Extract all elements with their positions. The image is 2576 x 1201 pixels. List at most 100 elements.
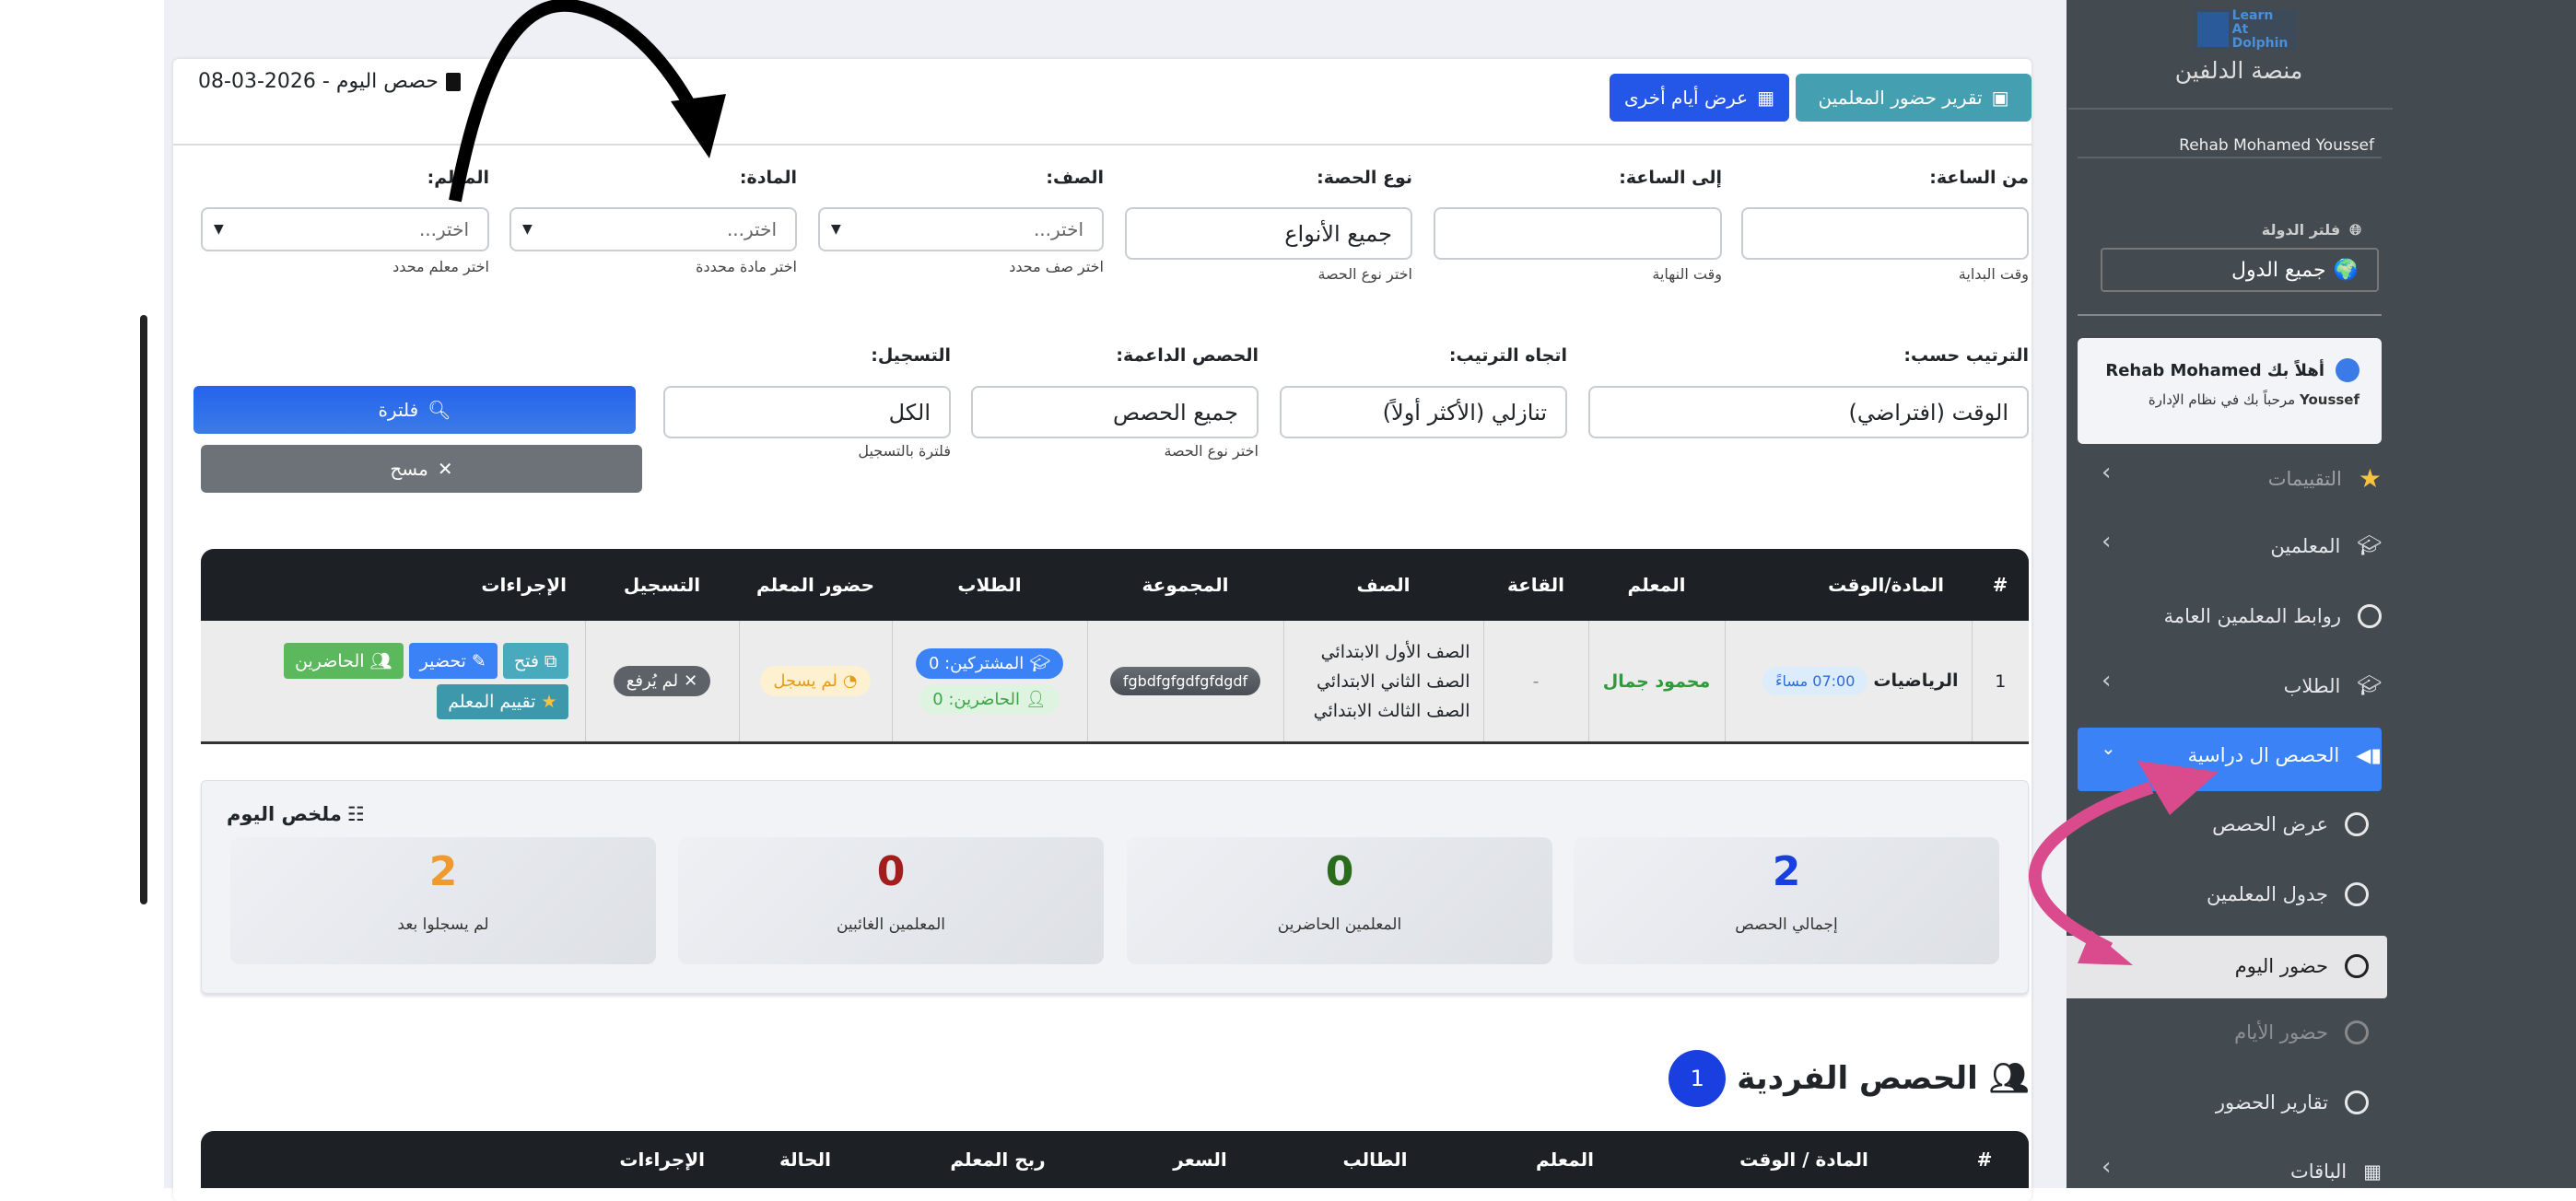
video-icon: ▮◀ — [2356, 744, 2382, 766]
col-student: الطالب — [1342, 1149, 1408, 1171]
to-time-input[interactable] — [1434, 207, 1722, 260]
sidebar-item-view-sessions[interactable]: عرض الحصص — [2212, 812, 2369, 836]
col-group: المجموعة — [1142, 574, 1229, 596]
external-link-icon: ⧉ — [544, 650, 557, 671]
present-badge: 👤︎ الحاضرين: 0 — [919, 683, 1060, 715]
stat-not-registered: 2 لم يسجلوا بعد — [230, 837, 656, 964]
sidebar-item-sessions[interactable] — [2078, 728, 2382, 791]
sidebar-item-packages[interactable]: ▦ الباقات — [2289, 1160, 2382, 1183]
col-teacher: المعلم — [1536, 1149, 1594, 1171]
stat-label: المعلمين الغائبين — [836, 915, 946, 934]
other-days-button[interactable]: ▦ عرض أيام أخرى — [1610, 74, 1789, 122]
filter-button[interactable]: 🔍︎ فلترة — [193, 386, 636, 434]
recording-label: التسجيل: — [871, 345, 951, 366]
stat-label: المعلمين الحاضرين — [1277, 915, 1402, 934]
scrollbar[interactable] — [140, 315, 147, 904]
col-room: القاعة — [1506, 574, 1565, 596]
country-select[interactable]: 🌍 جميع الدول — [2101, 248, 2379, 292]
individual-sessions-title: 👥︎ الحصص الفردية 1 — [1669, 1050, 2029, 1107]
pink-arrow-line — [2028, 781, 2154, 955]
dropdown-arrow-icon: ▼ — [831, 222, 841, 237]
row-room: - — [1482, 621, 1588, 741]
student-icon: 🎓︎ — [2357, 674, 2382, 696]
pink-arrowhead-icon — [2078, 930, 2133, 965]
to-time-help: وقت النهاية — [1652, 265, 1722, 283]
subscribed-badge: 🎓︎ المشتركين: 0 — [915, 647, 1064, 679]
teacher-report-button[interactable]: ▣ تقرير حضور المعلمين — [1796, 74, 2032, 122]
col-actions: الإجراءات — [481, 574, 567, 596]
teacher-placeholder: اختر... — [418, 218, 469, 240]
sort-dir-label: اتجاه الترتيب: — [1448, 345, 1567, 366]
sidebar-item-ratings[interactable]: ★ التقييمات — [2267, 463, 2382, 494]
teacher-attendance-badge: ◔ لم يسجل — [760, 666, 871, 696]
sidebar-item-today-attendance[interactable] — [2067, 936, 2387, 998]
calendar-icon: ▦ — [1757, 87, 1774, 109]
chevron-left-icon: ‹ — [2102, 1153, 2112, 1181]
sidebar-item-today-attendance-label[interactable]: حضور اليوم — [2235, 954, 2369, 978]
chevron-left-icon: ‹ — [2102, 528, 2112, 555]
circle-icon — [2345, 954, 2369, 978]
open-button[interactable]: ⧉ فتح — [502, 643, 568, 679]
sidebar-item-teacher-schedule[interactable]: جدول المعلمين — [2207, 882, 2369, 906]
teacher-select[interactable]: اختر... ▼ — [201, 207, 489, 251]
grade-select[interactable]: اختر... ▼ — [818, 207, 1104, 251]
from-time-input[interactable] — [1741, 207, 2029, 260]
col-recording: التسجيل — [623, 574, 701, 596]
session-type-label: نوع الحصة: — [1317, 168, 1412, 188]
chevron-down-icon: ⌄ — [2101, 737, 2116, 759]
col-actions: الإجراءات — [619, 1149, 705, 1171]
sidebar-item-days-attendance[interactable]: حضور الأيام — [2234, 1020, 2369, 1044]
brand-name[interactable]: منصة الدلفين — [2174, 57, 2303, 84]
subject-label: المادة: — [739, 168, 797, 188]
welcome-name: Youssef — [2299, 391, 2359, 408]
sort-dir-select[interactable]: تنازلي (الأكثر أولاً) — [1280, 386, 1567, 438]
subject-select[interactable]: اختر... ▼ — [509, 207, 797, 251]
circle-icon — [2358, 604, 2382, 628]
table-header: # المادة/الوقت المعلم القاعة الصف المجمو… — [201, 549, 2029, 621]
summary-title: ☷ ملخص اليوم — [227, 803, 365, 825]
circle-icon — [2345, 1020, 2369, 1044]
circle-icon — [2345, 812, 2369, 836]
table-header: # المادة / الوقت المعلم الطالب السعر ربح… — [201, 1131, 2029, 1188]
sidebar-item-sessions-label[interactable]: ▮◀ الحصص ال دراسية — [2187, 744, 2382, 766]
individual-table: # المادة / الوقت المعلم الطالب السعر ربح… — [201, 1131, 2029, 1188]
sidebar-item-teachers[interactable]: 🎓︎ المعلمين — [2270, 534, 2382, 557]
users-icon: 👥︎ — [1988, 1060, 2029, 1097]
sort-by-select[interactable]: الوقت (افتراضي) — [1588, 386, 2029, 438]
row-teacher[interactable]: محمود جمال — [1587, 621, 1725, 741]
grade-placeholder: اختر... — [1033, 218, 1083, 240]
teacher-help: اختر معلم محدد — [392, 258, 489, 275]
support-select[interactable]: جميع الحصص — [971, 386, 1259, 438]
rate-teacher-button[interactable]: ★ تقييم المعلم — [437, 684, 568, 719]
recording-select[interactable]: الكل — [663, 386, 951, 438]
report-icon: ▣ — [1991, 87, 2009, 109]
table-row: 1 الرياضيات 07:00 مساءً محمود جمال - الص… — [201, 621, 2029, 741]
black-arrowhead-icon — [671, 94, 726, 158]
col-price: السعر — [1173, 1149, 1227, 1171]
logo-text: Learn At Dolphin — [2231, 9, 2289, 50]
dropdown-arrow-icon: ▼ — [214, 222, 224, 237]
support-help: اختر نوع الحصة — [1164, 442, 1259, 460]
circle-icon — [2345, 1090, 2369, 1114]
col-teacher-profit: ربح المعلم — [950, 1149, 1046, 1171]
users-icon: 👥︎ — [369, 651, 392, 671]
welcome-text: أهلاً بك Rehab Mohamed — [2105, 360, 2324, 380]
user-name[interactable]: Rehab Mohamed Youssef — [2179, 136, 2374, 155]
stat-label: لم يسجلوا بعد — [397, 915, 489, 934]
teacher-icon: 🎓︎ — [2357, 534, 2382, 556]
count-badge: 1 — [1669, 1050, 1727, 1107]
col-grade: الصف — [1356, 574, 1411, 596]
recording-badge: ✕ لم يُرفع — [613, 666, 711, 696]
col-teacher-attendance: حضور المعلم — [755, 574, 875, 596]
attendees-button[interactable]: 👥︎ الحاضرين — [284, 643, 404, 679]
clear-button[interactable]: ✕ مسح — [201, 445, 642, 493]
sidebar-item-teacher-links[interactable]: روابط المعلمين العامة — [2164, 604, 2382, 628]
session-type-help: اختر نوع الحصة — [1317, 265, 1412, 283]
sidebar-item-attendance-reports[interactable]: تقارير الحضور — [2216, 1090, 2369, 1114]
divider — [173, 144, 2032, 146]
session-type-select[interactable]: جميع الأنواع — [1125, 207, 1412, 260]
prepare-button[interactable]: ✎ تحضير — [408, 643, 498, 679]
sidebar-item-students[interactable]: 🎓︎ الطلاب — [2283, 674, 2382, 697]
clock-icon: ◔ — [842, 671, 858, 691]
earth-icon: 🌍 — [2333, 258, 2359, 282]
